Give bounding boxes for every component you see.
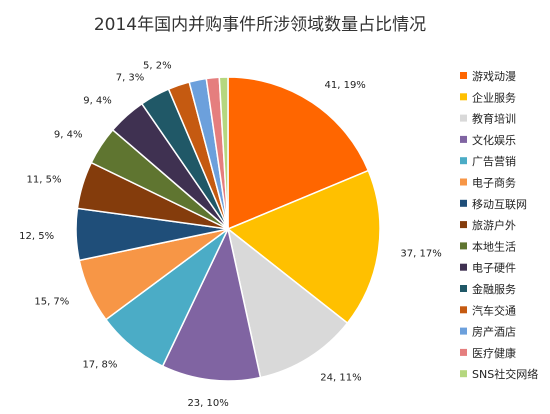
data-label: 5, 2% xyxy=(143,60,172,71)
data-label: 17, 8% xyxy=(82,359,117,370)
legend-swatch xyxy=(460,370,467,378)
legend-label: 教育培训 xyxy=(472,112,516,126)
data-label: 9, 4% xyxy=(54,130,83,141)
legend-swatch xyxy=(460,178,467,186)
legend-swatch xyxy=(460,327,467,335)
legend-label: 电子商务 xyxy=(472,176,516,190)
data-label: 9, 4% xyxy=(83,96,112,107)
legend-label: 汽车交通 xyxy=(472,303,516,317)
legend-swatch xyxy=(460,114,467,122)
legend-swatch xyxy=(460,199,467,207)
legend: 游戏动漫企业服务教育培训文化娱乐广告营销电子商务移动互联网旅游户外本地生活电子硬… xyxy=(460,69,538,381)
data-label: 12, 5% xyxy=(19,231,54,242)
data-label: 7, 3% xyxy=(116,73,145,84)
legend-swatch xyxy=(460,285,467,292)
legend-label: 移动互联网 xyxy=(472,198,527,211)
data-label: 37, 17% xyxy=(400,249,441,260)
legend-label: 游戏动漫 xyxy=(472,69,516,83)
legend-label: 医疗健康 xyxy=(472,346,516,360)
data-label: 15, 7% xyxy=(34,297,69,308)
legend-swatch xyxy=(460,135,467,143)
legend-label: 文化娱乐 xyxy=(472,133,516,147)
data-labels: 41, 19% 37, 17% 24, 11% 23, 10% 17, 8% 15, 7%… xyxy=(19,60,442,409)
legend-label: 金融服务 xyxy=(472,282,516,296)
legend-label: 企业服务 xyxy=(472,90,516,104)
pie-slice xyxy=(161,226,262,382)
legend-swatch xyxy=(460,72,467,79)
legend-label: 电子硬件 xyxy=(472,262,516,275)
legend-label: 广告营销 xyxy=(472,154,516,168)
legend-swatch xyxy=(460,242,467,250)
legend-label: 房产酒店 xyxy=(472,325,516,339)
legend-label: SNS社交网络 xyxy=(472,367,538,381)
legend-swatch xyxy=(460,157,467,165)
legend-label: 本地生活 xyxy=(472,239,516,253)
data-label: 41, 19% xyxy=(325,80,366,91)
pie-slices xyxy=(75,76,381,382)
legend-swatch xyxy=(460,263,467,271)
legend-swatch xyxy=(460,93,467,101)
legend-swatch xyxy=(460,348,467,356)
pie-slice xyxy=(226,169,381,325)
pie-slice xyxy=(227,76,370,231)
pie-slice xyxy=(218,76,229,230)
data-label: 23, 10% xyxy=(187,398,228,409)
pie-slice xyxy=(226,227,349,379)
legend-label: 旅游户外 xyxy=(472,218,516,232)
chart-title: 2014年国内并购事件所涉领域数量占比情况 xyxy=(94,15,426,35)
data-label: 11, 5% xyxy=(27,175,62,186)
legend-swatch xyxy=(460,221,467,229)
legend-swatch xyxy=(460,306,467,314)
data-label: 24, 11% xyxy=(320,373,361,384)
